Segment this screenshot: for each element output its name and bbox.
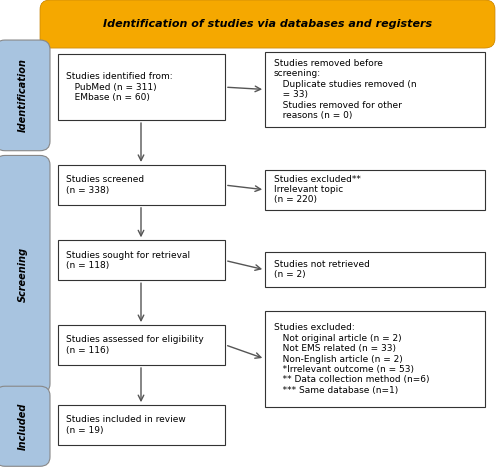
Text: Studies excluded**
Irrelevant topic
(n = 220): Studies excluded** Irrelevant topic (n =…	[274, 175, 361, 204]
Text: Studies included in review
(n = 19): Studies included in review (n = 19)	[66, 415, 186, 435]
FancyBboxPatch shape	[0, 386, 50, 466]
FancyBboxPatch shape	[265, 52, 485, 127]
FancyBboxPatch shape	[58, 325, 225, 365]
FancyBboxPatch shape	[40, 0, 495, 48]
Text: Studies removed before
screening:
   Duplicate studies removed (n
   = 33)
   St: Studies removed before screening: Duplic…	[274, 59, 416, 120]
FancyBboxPatch shape	[58, 54, 225, 120]
Text: Studies not retrieved
(n = 2): Studies not retrieved (n = 2)	[274, 260, 370, 279]
Text: Studies sought for retrieval
(n = 118): Studies sought for retrieval (n = 118)	[66, 251, 190, 270]
FancyBboxPatch shape	[0, 155, 50, 393]
Text: Identification of studies via databases and registers: Identification of studies via databases …	[103, 19, 432, 29]
FancyBboxPatch shape	[58, 405, 225, 445]
Text: Studies assessed for eligibility
(n = 116): Studies assessed for eligibility (n = 11…	[66, 335, 204, 355]
Text: Included: Included	[18, 403, 28, 450]
FancyBboxPatch shape	[40, 0, 495, 48]
Text: Studies identified from:
   PubMed (n = 311)
   EMbase (n = 60): Studies identified from: PubMed (n = 311…	[66, 72, 173, 102]
Text: Studies screened
(n = 338): Studies screened (n = 338)	[66, 175, 144, 195]
Text: Studies excluded:
   Not original article (n = 2)
   Not EMS related (n = 33)
  : Studies excluded: Not original article (…	[274, 324, 430, 395]
FancyBboxPatch shape	[58, 240, 225, 280]
Text: Identification: Identification	[18, 58, 28, 132]
FancyBboxPatch shape	[0, 40, 50, 151]
FancyBboxPatch shape	[265, 311, 485, 407]
FancyBboxPatch shape	[265, 170, 485, 210]
FancyBboxPatch shape	[58, 165, 225, 205]
Text: Screening: Screening	[18, 247, 28, 302]
FancyBboxPatch shape	[265, 252, 485, 287]
